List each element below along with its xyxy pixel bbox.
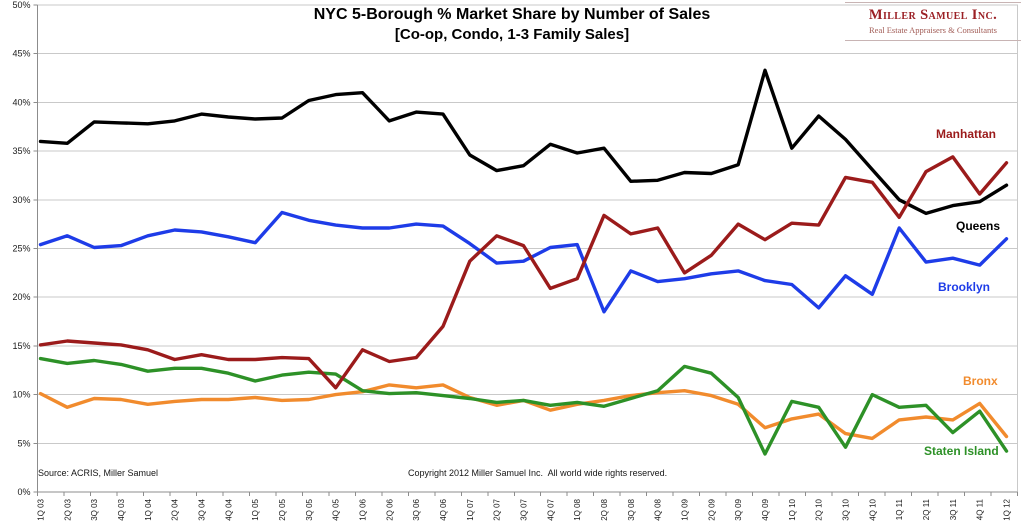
- x-axis-label-3q-05: 3Q 05: [305, 498, 314, 520]
- series-label-brooklyn: Brooklyn: [938, 280, 991, 294]
- x-axis-label-3q-06: 3Q 06: [412, 498, 421, 520]
- x-axis-label-4q-03: 4Q 03: [117, 498, 126, 520]
- x-axis-label-2q-03: 2Q 03: [63, 498, 72, 520]
- x-axis-label-1q-12: 1Q 12: [1003, 498, 1012, 520]
- x-axis-label-3q-11: 3Q 11: [949, 498, 958, 520]
- miller-samuel-logo: Miller Samuel Inc. Real Estate Appraiser…: [845, 2, 1021, 41]
- x-axis-label-3q-03: 3Q 03: [90, 498, 99, 520]
- y-axis-label-35: 35%: [12, 146, 30, 156]
- series-label-queens: Queens: [956, 219, 1001, 233]
- x-axis-label-4q-10: 4Q 10: [868, 498, 877, 520]
- series-label-manhattan: Manhattan: [936, 127, 996, 141]
- x-axis-label-4q-06: 4Q 06: [439, 498, 448, 520]
- x-axis-label-4q-07: 4Q 07: [546, 498, 555, 520]
- source-note: Source: ACRIS, Miller Samuel: [38, 468, 159, 478]
- series-label-bronx: Bronx: [963, 374, 998, 388]
- y-axis-label-15: 15%: [12, 341, 30, 351]
- logo-rule-top: [845, 2, 1021, 3]
- x-axis-label-1q-03: 1Q 03: [37, 498, 46, 520]
- x-axis-label-3q-04: 3Q 04: [198, 498, 207, 520]
- logo-rule-bottom: [845, 40, 1021, 41]
- y-axis-label-40: 40%: [12, 97, 30, 107]
- y-axis-label-20: 20%: [12, 292, 30, 302]
- x-axis-label-2q-09: 2Q 09: [707, 498, 716, 520]
- x-axis-label-1q-10: 1Q 10: [788, 498, 797, 520]
- y-axis-label-30: 30%: [12, 195, 30, 205]
- x-axis-label-1q-04: 1Q 04: [144, 498, 153, 520]
- x-axis-label-3q-10: 3Q 10: [842, 498, 851, 520]
- series-line-queens: [38, 68, 1009, 216]
- x-axis-label-2q-10: 2Q 10: [815, 498, 824, 520]
- x-axis-label-4q-08: 4Q 08: [654, 498, 663, 520]
- x-axis-label-4q-05: 4Q 05: [332, 498, 341, 520]
- series-line-staten-island: [38, 356, 1009, 456]
- x-axis-label-3q-09: 3Q 09: [734, 498, 743, 520]
- x-axis-label-1q-06: 1Q 06: [359, 498, 368, 520]
- logo-tagline: Real Estate Appraisers & Consultants: [869, 25, 997, 35]
- x-axis-label-3q-08: 3Q 08: [627, 498, 636, 520]
- series-line-bronx: [38, 383, 1009, 441]
- y-axis-label-50: 50%: [12, 0, 30, 10]
- y-axis-label-5: 5%: [17, 438, 30, 448]
- x-axis-label-4q-11: 4Q 11: [976, 498, 985, 520]
- x-axis-label-2q-06: 2Q 06: [385, 498, 394, 520]
- x-axis-label-4q-04: 4Q 04: [224, 498, 233, 520]
- x-axis-label-1q-08: 1Q 08: [573, 498, 582, 520]
- x-axis-label-2q-08: 2Q 08: [600, 498, 609, 520]
- logo-name: Miller Samuel Inc.: [868, 7, 998, 23]
- y-axis-label-45: 45%: [12, 49, 30, 59]
- x-axis-label-2q-04: 2Q 04: [171, 498, 180, 520]
- x-axis-label-1q-11: 1Q 11: [895, 498, 904, 520]
- x-axis-label-2q-11: 2Q 11: [922, 498, 931, 520]
- x-axis-label-1q-05: 1Q 05: [251, 498, 260, 520]
- x-axis-label-1q-07: 1Q 07: [466, 498, 475, 520]
- copyright-note: Copyright 2012 Miller Samuel Inc. All wo…: [408, 468, 668, 478]
- x-axis-label-3q-07: 3Q 07: [520, 498, 529, 520]
- y-axis-label-25: 25%: [12, 244, 30, 254]
- y-axis-label-0: 0%: [17, 487, 30, 497]
- y-axis-label-10: 10%: [12, 390, 30, 400]
- x-axis-label-4q-09: 4Q 09: [761, 498, 770, 520]
- x-axis-label-2q-05: 2Q 05: [278, 498, 287, 520]
- x-axis-label-1q-09: 1Q 09: [681, 498, 690, 520]
- x-axis-label-2q-07: 2Q 07: [493, 498, 502, 520]
- series-line-brooklyn: [38, 210, 1009, 314]
- series-label-staten-island: Staten Island: [924, 444, 999, 458]
- series-line-manhattan: [38, 155, 1009, 390]
